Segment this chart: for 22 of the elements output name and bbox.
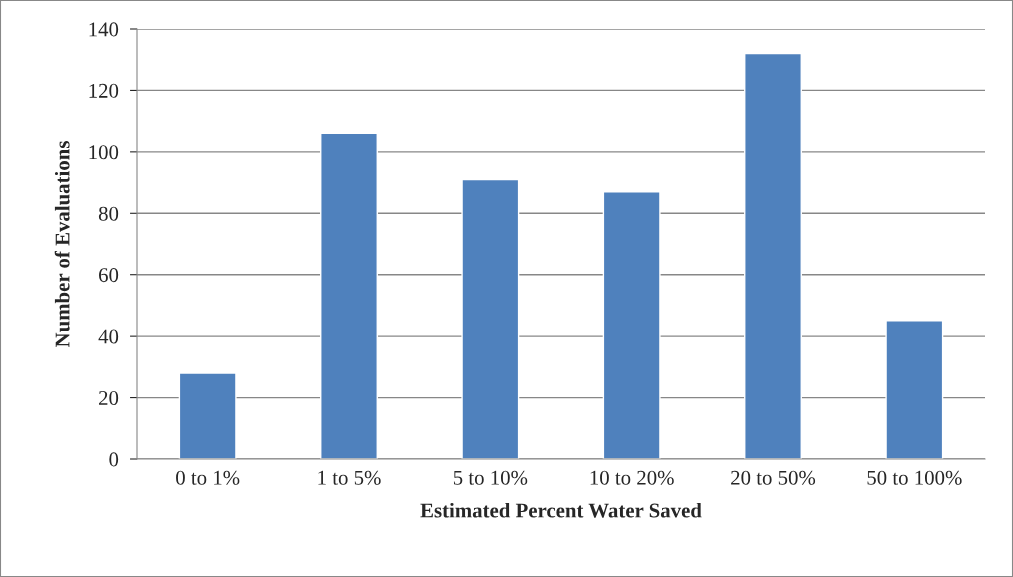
bar	[178, 372, 237, 459]
y-tick-label: 0	[109, 452, 119, 467]
x-tick-label: 1 to 5%	[318, 470, 381, 485]
y-tick-label: 40	[98, 329, 119, 344]
y-tick-label: 60	[99, 268, 119, 283]
bar	[744, 52, 802, 459]
y-tick-label: 80	[98, 206, 119, 221]
y-tick-label: 100	[89, 145, 119, 160]
x-tick-label: 50 to 100%	[867, 470, 962, 485]
x-tick-label: 20 to 50%	[731, 470, 816, 485]
y-tick-label: 140	[89, 22, 119, 37]
x-tick-label: 5 to 10%	[453, 470, 528, 485]
bar	[885, 320, 944, 459]
bar	[461, 178, 520, 459]
x-axis-title: Estimated Percent Water Saved	[420, 502, 702, 518]
y-tick-label: 120	[89, 83, 119, 98]
y-tick-label: 20	[99, 390, 119, 405]
bar	[320, 132, 378, 459]
bar	[602, 191, 661, 459]
x-tick-label: 0 to 1%	[176, 470, 240, 485]
y-axis-title: Number of Evaluations	[54, 141, 70, 348]
x-tick-label: 10 to 20%	[590, 470, 674, 485]
